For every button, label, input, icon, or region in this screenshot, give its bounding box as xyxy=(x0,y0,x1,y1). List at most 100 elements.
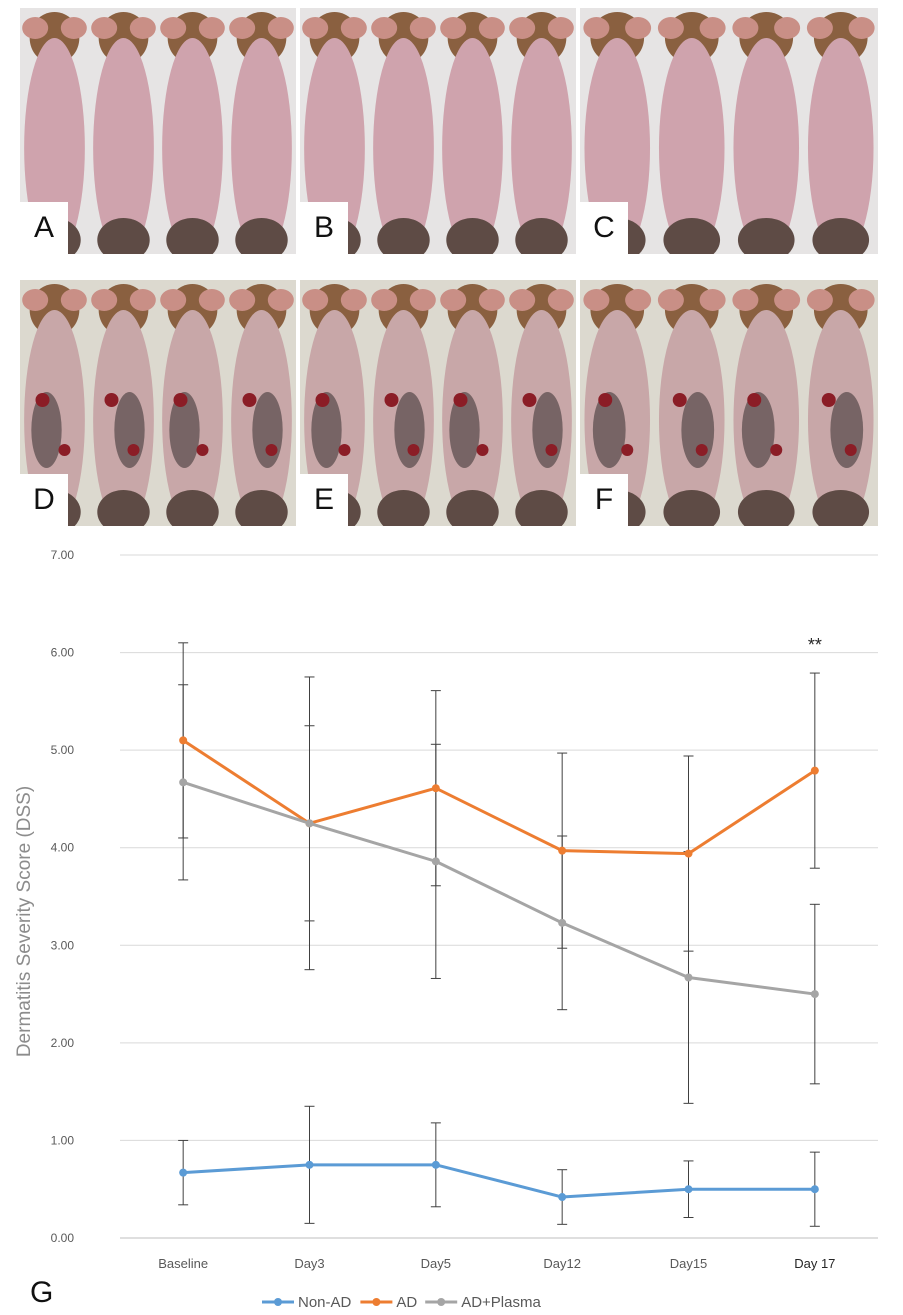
legend-item: AD+Plasma xyxy=(425,1294,541,1311)
mouse-figure xyxy=(91,284,156,526)
mouse-ear xyxy=(409,289,436,311)
mouse-ear xyxy=(229,17,256,39)
legend-swatch-marker xyxy=(372,1298,381,1306)
mouse-figure xyxy=(160,284,225,526)
y-tick-label: 6.00 xyxy=(51,646,75,660)
mouse-fur-patch xyxy=(235,218,288,254)
mouse-body xyxy=(162,38,223,254)
mouse-ear xyxy=(129,17,156,39)
mouse-ear xyxy=(340,17,367,39)
lesion-area xyxy=(252,392,283,468)
mouse-ear xyxy=(91,289,118,311)
mouse-figure xyxy=(732,12,801,254)
mouse-body xyxy=(304,38,365,254)
lesion-spot xyxy=(407,444,420,456)
lesion-spot xyxy=(35,393,50,407)
mouse-figure xyxy=(806,12,875,254)
mouse-figure xyxy=(371,12,436,254)
x-tick-label: Baseline xyxy=(158,1256,208,1271)
photo-panel-b: B xyxy=(300,8,576,254)
x-tick-label: Day5 xyxy=(421,1256,451,1271)
mouse-ear xyxy=(478,289,505,311)
mouse-fur-patch xyxy=(812,490,870,526)
lesion-spot xyxy=(476,444,489,456)
panel-label-c: C xyxy=(580,202,628,254)
lesion-area xyxy=(394,392,425,468)
mouse-fur-patch xyxy=(812,218,870,254)
mouse-ear xyxy=(267,17,294,39)
mouse-ear xyxy=(371,289,398,311)
mouse-ear xyxy=(774,17,801,39)
x-tick-label: Day15 xyxy=(670,1256,708,1271)
lesion-spot xyxy=(127,444,140,456)
panel-label-f: F xyxy=(580,474,628,526)
lesion-spot xyxy=(695,444,708,456)
lesion-spot xyxy=(770,444,783,456)
legend-swatch-marker xyxy=(274,1298,282,1306)
y-tick-label: 5.00 xyxy=(51,743,75,757)
mouse-ear xyxy=(806,289,833,311)
mouse-ear xyxy=(699,17,726,39)
lesion-spot xyxy=(338,444,351,456)
data-point xyxy=(431,1160,440,1169)
mouse-figure xyxy=(509,12,574,254)
lesion-area xyxy=(311,392,342,468)
photo-panel-c: C xyxy=(580,8,878,254)
mouse-ear xyxy=(732,17,759,39)
mouse-ear xyxy=(198,289,225,311)
lesion-spot xyxy=(821,393,836,407)
legend-swatch-marker xyxy=(437,1298,446,1306)
mouse-fur-patch xyxy=(97,490,150,526)
mouse-fur-patch xyxy=(446,490,499,526)
mouse-body xyxy=(24,38,85,254)
data-point xyxy=(684,973,693,982)
x-tick-label: Day12 xyxy=(543,1256,581,1271)
mouse-ear xyxy=(732,289,759,311)
mouse-figure xyxy=(440,12,505,254)
mouse-ear xyxy=(806,17,833,39)
lesion-spot xyxy=(545,444,558,456)
mouse-fur-patch xyxy=(663,218,721,254)
mouse-figure xyxy=(657,284,726,526)
mouse-figure xyxy=(509,284,574,526)
mouse-fur-patch xyxy=(446,218,499,254)
mouse-fur-patch xyxy=(377,218,430,254)
mouse-ear xyxy=(371,17,398,39)
mouse-ear xyxy=(60,289,87,311)
panel-label-b: B xyxy=(300,202,348,254)
mouse-ear xyxy=(547,17,574,39)
mouse-fur-patch xyxy=(97,218,150,254)
lesion-spot xyxy=(453,393,468,407)
mouse-fur-patch xyxy=(737,218,795,254)
photo-panel-f: F xyxy=(580,280,878,526)
mouse-ear xyxy=(267,289,294,311)
mouse-ear xyxy=(22,17,49,39)
panel-label-d: D xyxy=(20,474,68,526)
mouse-ear xyxy=(848,289,875,311)
data-point xyxy=(431,857,440,866)
y-tick-label: 7.00 xyxy=(51,548,75,562)
photo-panel-a: A xyxy=(20,8,296,254)
lesion-spot xyxy=(173,393,188,407)
data-point xyxy=(558,1193,567,1202)
mouse-ear xyxy=(625,17,652,39)
mouse-ear xyxy=(440,289,467,311)
y-tick-label: 3.00 xyxy=(51,938,75,952)
mouse-ear xyxy=(22,289,49,311)
mouse-body xyxy=(511,38,572,254)
mouse-fur-patch xyxy=(515,490,568,526)
mouse-figure xyxy=(371,284,436,526)
data-point xyxy=(684,1185,693,1194)
mouse-ear xyxy=(774,289,801,311)
legend-item: AD xyxy=(360,1294,417,1311)
photo-panel-d: D xyxy=(20,280,296,526)
lesion-area xyxy=(741,392,775,468)
lesion-spot xyxy=(196,444,209,456)
lesion-spot xyxy=(672,393,687,407)
lesion-spot xyxy=(844,444,857,456)
mouse-body xyxy=(231,38,292,254)
data-point xyxy=(810,766,819,775)
mouse-figure xyxy=(229,12,294,254)
data-point xyxy=(558,918,567,927)
mouse-ear xyxy=(509,17,536,39)
